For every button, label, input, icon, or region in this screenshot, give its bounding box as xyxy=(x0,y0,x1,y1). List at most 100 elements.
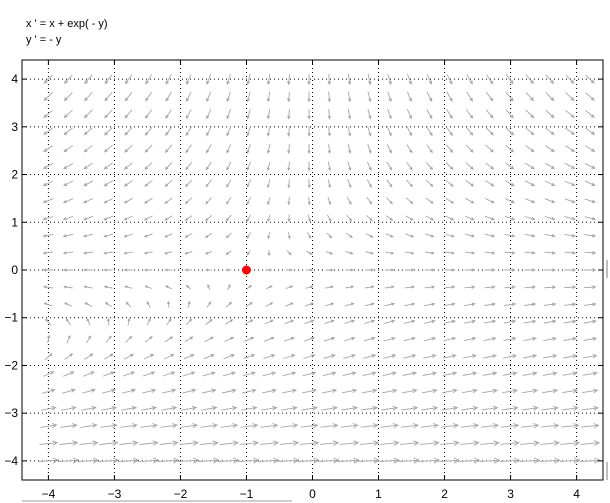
field-arrow xyxy=(204,232,213,238)
field-arrow xyxy=(287,91,291,103)
field-arrow xyxy=(82,251,94,255)
field-arrow xyxy=(564,198,576,204)
field-arrow xyxy=(402,371,418,376)
field-arrow xyxy=(205,144,212,154)
field-arrow xyxy=(123,353,135,360)
equilibrium-points[interactable] xyxy=(241,265,251,275)
field-arrow xyxy=(583,354,598,359)
field-arrow xyxy=(159,440,179,446)
field-arrow xyxy=(504,302,517,307)
field-arrow xyxy=(123,251,133,255)
field-arrow xyxy=(345,268,355,272)
field-arrow xyxy=(205,197,212,205)
field-arrow xyxy=(424,251,435,255)
field-arrow xyxy=(445,215,455,221)
field-arrow xyxy=(299,457,320,464)
field-arrow xyxy=(123,285,133,289)
field-arrow xyxy=(519,457,541,464)
field-arrow xyxy=(58,457,80,464)
field-arrow xyxy=(307,214,311,223)
field-arrow xyxy=(104,109,113,119)
field-arrow xyxy=(183,354,195,360)
field-arrow xyxy=(83,109,93,119)
field-arrow xyxy=(143,251,153,255)
field-arrow xyxy=(105,335,112,343)
field-arrow xyxy=(505,127,515,136)
field-arrow xyxy=(502,388,519,394)
field-arrow xyxy=(220,423,239,429)
field-arrow xyxy=(524,198,536,204)
field-arrow xyxy=(441,405,459,411)
field-arrow xyxy=(181,388,197,394)
field-arrow xyxy=(484,302,496,307)
field-arrow xyxy=(360,440,380,446)
field-arrow xyxy=(86,335,92,344)
x-equation: x ' = x + exp( - y) xyxy=(26,18,108,30)
field-arrow xyxy=(279,457,300,464)
field-arrow xyxy=(359,457,381,464)
field-arrow xyxy=(327,161,332,172)
scrollbar-track[interactable] xyxy=(22,500,292,502)
field-arrow xyxy=(425,179,434,188)
field-arrow xyxy=(246,250,251,256)
field-arrow xyxy=(287,108,291,120)
field-arrow xyxy=(565,92,575,102)
field-arrow xyxy=(246,126,251,137)
field-arrow xyxy=(226,109,232,120)
field-arrow xyxy=(583,336,598,341)
field-arrow xyxy=(406,126,413,137)
x-tick-label: −4 xyxy=(42,487,56,501)
field-arrow xyxy=(406,161,413,171)
field-arrow xyxy=(143,233,153,238)
field-arrow xyxy=(365,251,375,255)
field-arrow xyxy=(399,457,421,464)
field-arrow xyxy=(43,145,54,152)
field-arrow xyxy=(584,180,596,186)
field-arrow xyxy=(144,285,153,289)
field-arrow xyxy=(324,302,335,307)
field-arrow xyxy=(184,251,193,255)
field-arrow xyxy=(200,423,219,429)
field-arrow xyxy=(446,126,454,137)
field-arrow xyxy=(246,144,251,154)
field-arrow xyxy=(544,268,557,272)
field-arrow xyxy=(525,92,534,102)
field-arrow xyxy=(299,440,320,446)
field-arrow xyxy=(439,457,461,464)
field-arrow xyxy=(524,180,536,187)
field-arrow xyxy=(325,285,334,289)
field-arrow xyxy=(386,179,393,188)
field-arrow xyxy=(287,179,291,189)
field-arrow xyxy=(383,336,396,342)
field-arrow xyxy=(223,354,236,360)
field-arrow xyxy=(127,317,131,326)
field-arrow xyxy=(364,302,375,307)
field-arrow xyxy=(367,144,372,154)
field-arrow xyxy=(440,440,460,446)
field-arrow xyxy=(43,127,54,136)
equilibrium-point[interactable] xyxy=(241,265,251,275)
field-arrow xyxy=(163,354,175,360)
field-arrow xyxy=(403,319,416,324)
field-arrow xyxy=(286,268,294,272)
field-arrow xyxy=(282,388,298,394)
field-arrow xyxy=(480,440,500,446)
field-arrow xyxy=(43,74,53,84)
field-arrow xyxy=(505,162,515,170)
field-arrow xyxy=(520,440,540,446)
field-arrow xyxy=(462,388,478,394)
field-arrow xyxy=(162,371,176,377)
field-arrow xyxy=(122,371,136,377)
field-arrow xyxy=(265,302,274,307)
field-arrow xyxy=(525,162,535,170)
field-arrow xyxy=(585,74,595,84)
field-arrow xyxy=(584,268,597,272)
field-arrow xyxy=(445,162,454,170)
field-arrow xyxy=(206,126,212,137)
field-arrow xyxy=(78,457,100,464)
field-arrow xyxy=(42,233,54,238)
field-arrow xyxy=(260,423,279,429)
field-arrow xyxy=(242,371,256,377)
field-arrow xyxy=(307,109,311,120)
